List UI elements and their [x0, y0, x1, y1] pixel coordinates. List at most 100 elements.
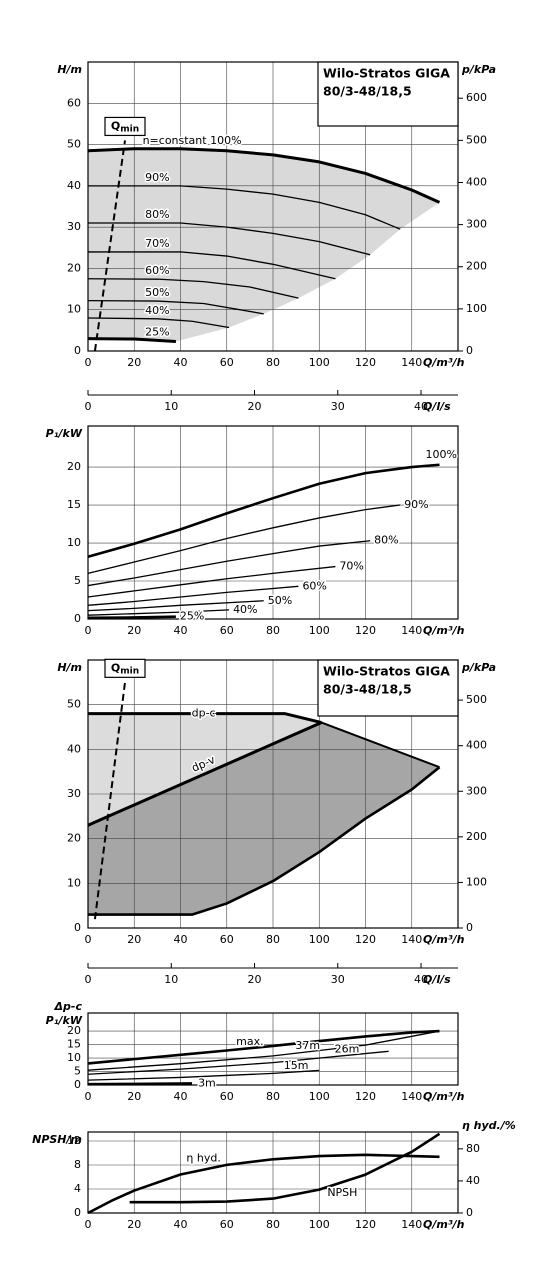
qmin-line: [93, 682, 126, 920]
operating-range: [88, 148, 440, 342]
y-tick-label: 40: [67, 179, 81, 192]
x-tick-label: 100: [309, 1090, 330, 1103]
curve: [87, 317, 230, 329]
curve: [88, 251, 336, 280]
x-tick-label: 80: [266, 356, 280, 369]
y2-tick-label: 500: [466, 693, 487, 706]
y2-tick-label: 300: [466, 784, 487, 797]
x-tick-label: 60: [220, 356, 234, 369]
x-tick-label: 0: [85, 356, 92, 369]
x-tick-label: 20: [127, 1090, 141, 1103]
curve-label: max.: [236, 1035, 263, 1048]
x-tick-label: 60: [220, 624, 234, 637]
x-tick-label: 140: [401, 356, 422, 369]
curve: [88, 222, 371, 256]
y2-tick-label: 0: [466, 1206, 473, 1219]
y-tick-label: 0: [74, 612, 81, 625]
y-tick-label: 30: [67, 787, 81, 800]
curve: [87, 1082, 193, 1086]
curve-label: n=constant 100%: [143, 134, 242, 147]
plot-frame: [87, 425, 459, 620]
y-tick-label: 60: [67, 96, 81, 109]
curve: [129, 1132, 441, 1204]
x-tick-label: 40: [174, 933, 188, 946]
curve-label: 50%: [145, 286, 169, 299]
curve: [87, 609, 230, 616]
y-tick-label: 0: [74, 921, 81, 934]
x2-tick-label: 0: [85, 973, 92, 986]
title: Wilo-Stratos GIGA: [323, 664, 450, 679]
y2-tick-label: 0: [466, 344, 473, 357]
curve: [88, 766, 441, 916]
x2-tick-label: 40: [414, 400, 428, 413]
x-tick-label: 100: [309, 624, 330, 637]
curve-label: dp-c: [192, 707, 216, 720]
curve: [87, 721, 323, 827]
curve: [87, 1069, 320, 1081]
title: Wilo-Stratos GIGA: [323, 66, 450, 81]
y-tick-label: 50: [67, 698, 81, 711]
x-tick-label: 0: [85, 933, 92, 946]
y-tick-label: 20: [67, 261, 81, 274]
x-tick-label: 100: [309, 356, 330, 369]
curve-label: 70%: [339, 560, 363, 573]
x-tick-label: 0: [85, 624, 92, 637]
curve: [87, 1030, 440, 1071]
y2-tick-label: 0: [466, 921, 473, 934]
x-tick-label: 120: [355, 624, 376, 637]
y-axis-label: P₁/kW: [46, 427, 83, 440]
y2-tick-label: 500: [466, 133, 487, 146]
x-axis-label: Q/m³/h: [423, 624, 465, 637]
qmin-q: Q: [111, 661, 120, 674]
x-tick-label: 40: [174, 1090, 188, 1103]
y-tick-label: 20: [67, 460, 81, 473]
title: 80/3-48/18,5: [323, 682, 412, 697]
x2-tick-label: 30: [331, 973, 345, 986]
y2-axis-label: p/kPa: [461, 661, 496, 674]
y2-tick-label: 40: [466, 1174, 480, 1187]
x2-tick-label: 30: [331, 400, 345, 413]
x-tick-label: 40: [174, 356, 188, 369]
curve-label: 15m: [284, 1059, 309, 1072]
plot-frame: [87, 1012, 459, 1086]
y2-tick-label: 300: [466, 218, 487, 231]
y-tick-label: 4: [74, 1182, 81, 1195]
y-tick-label: 10: [67, 303, 81, 316]
curve: [87, 615, 176, 620]
plot-frame: [87, 659, 459, 929]
curve: [87, 278, 299, 299]
plot-frame: [87, 1131, 459, 1214]
curve: [87, 540, 371, 587]
y-tick-label: 30: [67, 220, 81, 233]
curve-label: 40%: [145, 304, 169, 317]
qmin-q: Q: [111, 119, 120, 132]
curve-label: 37m: [295, 1039, 320, 1052]
curve: [87, 1153, 440, 1215]
x2-tick-label: 20: [248, 400, 262, 413]
x-tick-label: 80: [266, 624, 280, 637]
title-box: [317, 61, 459, 127]
y2-tick-label: 100: [466, 302, 487, 315]
curve: [321, 721, 440, 769]
curve: [88, 712, 322, 724]
qmin-label: Qmin: [111, 661, 139, 676]
x-tick-label: 0: [85, 1218, 92, 1231]
curve: [87, 1029, 440, 1065]
x-tick-label: 120: [355, 356, 376, 369]
y-tick-label: 0: [74, 344, 81, 357]
y2-axis-label: η hyd./%: [462, 1119, 516, 1132]
x-tick-label: 0: [85, 1090, 92, 1103]
curve: [88, 185, 401, 230]
curve-label: 70%: [145, 237, 169, 250]
x2-tick-label: 10: [164, 973, 178, 986]
x-tick-label: 80: [266, 933, 280, 946]
x-tick-label: 140: [401, 1090, 422, 1103]
x-tick-label: 140: [401, 1218, 422, 1231]
curve: [87, 1050, 389, 1075]
curve-label: 26m: [335, 1042, 360, 1055]
y-axis-label: P₁/kW: [46, 1014, 83, 1027]
plot-frame: [87, 61, 459, 352]
x2-tick-label: 20: [248, 973, 262, 986]
curve: [87, 585, 299, 606]
